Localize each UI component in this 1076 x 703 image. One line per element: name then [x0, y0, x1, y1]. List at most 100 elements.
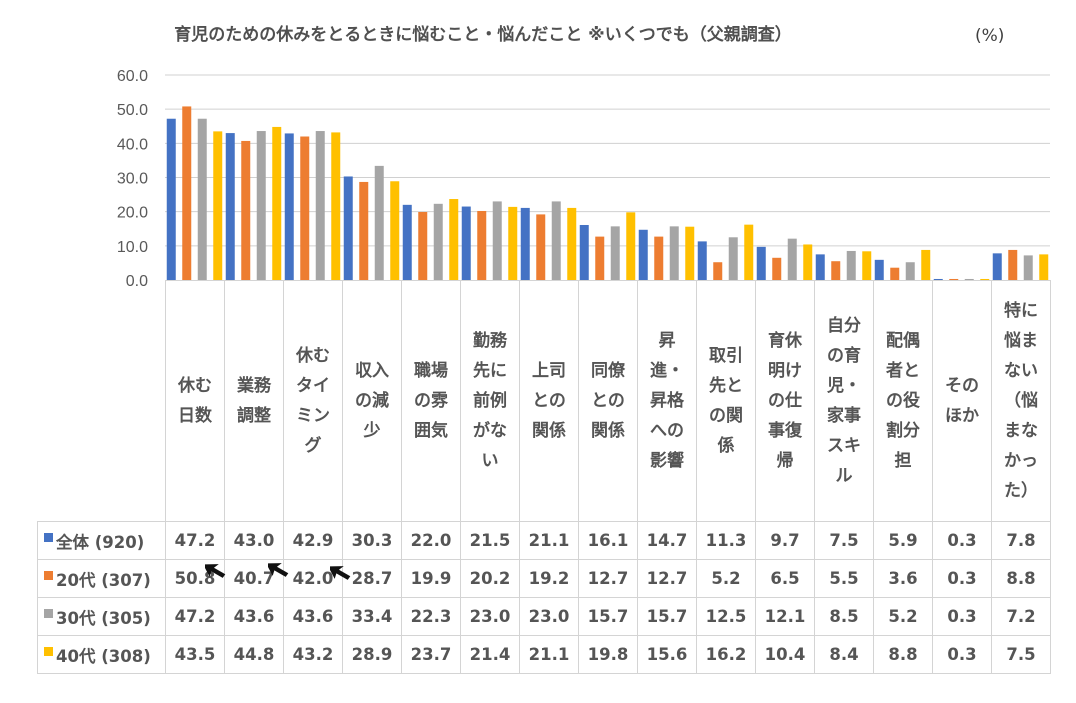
data-label: 21.5: [460, 521, 520, 560]
y-tick-label: 20.0: [117, 205, 148, 222]
series-name: 全体 (920): [56, 532, 145, 552]
bar: [449, 199, 459, 280]
data-label: 47.2: [165, 521, 225, 560]
bar: [756, 246, 766, 280]
data-label: 19.8: [578, 635, 638, 674]
bar: [433, 203, 443, 280]
mouse-pointer-icon: [266, 557, 290, 583]
data-label: 43.0: [224, 521, 284, 560]
chart-title: 育児のための休みをとるときに悩むこと・悩んだこと ※いくつでも（父親調査）: [0, 20, 1076, 45]
bar: [182, 106, 192, 280]
unit-label: (%): [975, 26, 1005, 46]
table-row: 40代 (308) 43.5 44.8 43.2 28.9 23.7 21.4 21.1 19.…: [37, 635, 1051, 674]
category-label-text: 休むタイミング: [296, 346, 330, 456]
data-label: 0.3: [932, 635, 992, 674]
bar: [551, 201, 561, 280]
bar: [980, 278, 990, 280]
data-label: 43.5: [165, 635, 225, 674]
bar: [744, 224, 754, 280]
data-label: 21.1: [519, 635, 579, 674]
data-table: 休む日数 業務調整 休むタイミング 収入の減少 職場の雰囲気 勤務先に前例がない 上司との関…: [37, 280, 1051, 674]
data-label: 16.2: [696, 635, 756, 674]
y-axis-ticks: 0.010.020.030.040.050.060.0: [117, 68, 148, 290]
category-label-text: 昇進・昇格への影響: [650, 331, 684, 471]
series-name: 20代 (307): [56, 570, 151, 590]
data-label: 15.6: [637, 635, 697, 674]
data-label: 7.5: [991, 635, 1051, 674]
bar-chart: 0.010.020.030.040.050.060.0: [117, 68, 1050, 290]
table-row: 20代 (307) 50.8 40.7 42.0 28.7 19.9 20.2 19.2 12.…: [37, 559, 1051, 598]
data-label: 23.0: [460, 597, 520, 636]
data-label: 43.6: [224, 597, 284, 636]
data-label: 7.2: [991, 597, 1051, 636]
bar: [638, 229, 648, 280]
bar: [418, 212, 428, 280]
data-label: 47.2: [165, 597, 225, 636]
data-label: 22.0: [401, 521, 461, 560]
category-label-text: 特に悩まない（悩まなかった）: [1004, 301, 1038, 501]
data-label: 30.3: [342, 521, 402, 560]
data-label: 9.7: [755, 521, 815, 560]
bar: [992, 253, 1002, 280]
category-label-text: 業務調整: [237, 376, 271, 426]
bar: [874, 259, 884, 280]
data-label: 10.4: [755, 635, 815, 674]
data-label: 5.2: [873, 597, 933, 636]
category-label-text: 職場の雰囲気: [414, 361, 448, 441]
data-label: 23.0: [519, 597, 579, 636]
data-label: 12.7: [578, 559, 638, 598]
category-row: 休む日数 業務調整 休むタイミング 収入の減少 職場の雰囲気 勤務先に前例がない 上司との関…: [37, 280, 1051, 522]
data-label: 7.5: [814, 521, 874, 560]
data-label: 0.3: [932, 521, 992, 560]
category-label: 配偶者との役割分担: [873, 280, 933, 522]
bar: [492, 201, 502, 280]
bar: [921, 249, 931, 280]
data-label: 15.7: [578, 597, 638, 636]
bar: [477, 210, 487, 280]
data-label: 21.4: [460, 635, 520, 674]
y-tick-label: 10.0: [117, 239, 148, 256]
category-label: 上司との関係: [519, 280, 579, 522]
bar: [964, 278, 974, 280]
table-row: 30代 (305) 47.2 43.6 43.6 33.4 22.3 23.0 23.0 15.…: [37, 597, 1051, 636]
category-label-text: 取引先との関係: [709, 346, 743, 456]
series-label: 全体 (920): [37, 521, 166, 560]
data-label: 12.5: [696, 597, 756, 636]
data-label: 8.8: [991, 559, 1051, 598]
bar: [669, 226, 679, 280]
category-label: 自分の育児・家事スキル: [814, 280, 874, 522]
data-label: 11.3: [696, 521, 756, 560]
bar: [905, 262, 915, 280]
data-label: 16.1: [578, 521, 638, 560]
category-label: 取引先との関係: [696, 280, 756, 522]
data-label: 42.0: [283, 559, 343, 598]
category-label-text: 上司との関係: [532, 361, 566, 441]
data-label: 19.2: [519, 559, 579, 598]
series-label: 20代 (307): [37, 559, 166, 598]
data-label: 21.1: [519, 521, 579, 560]
category-label: 収入の減少: [342, 280, 402, 522]
bar: [213, 131, 223, 280]
mouse-pointer-icon: [203, 558, 227, 584]
bar: [272, 126, 282, 280]
data-label: 33.4: [342, 597, 402, 636]
bar: [374, 165, 384, 280]
y-tick-label: 50.0: [117, 102, 148, 119]
category-label-text: 同僚との関係: [591, 361, 625, 441]
series-label: 30代 (305): [37, 597, 166, 636]
bar: [610, 226, 620, 280]
bar: [256, 131, 266, 280]
bar: [508, 206, 518, 280]
category-label: 休むタイミング: [283, 280, 343, 522]
legend-swatch: [44, 608, 53, 618]
bar: [520, 207, 530, 280]
data-label: 0.3: [932, 559, 992, 598]
data-label: 14.7: [637, 521, 697, 560]
category-label-text: そのほか: [945, 376, 979, 426]
data-label: 22.3: [401, 597, 461, 636]
data-label: 6.5: [755, 559, 815, 598]
bar: [787, 238, 797, 280]
chart-title-text: 育児のための休みをとるときに悩むこと・悩んだこと ※いくつでも（父親調査）: [174, 25, 792, 45]
bar: [284, 133, 294, 280]
bar: [772, 257, 782, 280]
